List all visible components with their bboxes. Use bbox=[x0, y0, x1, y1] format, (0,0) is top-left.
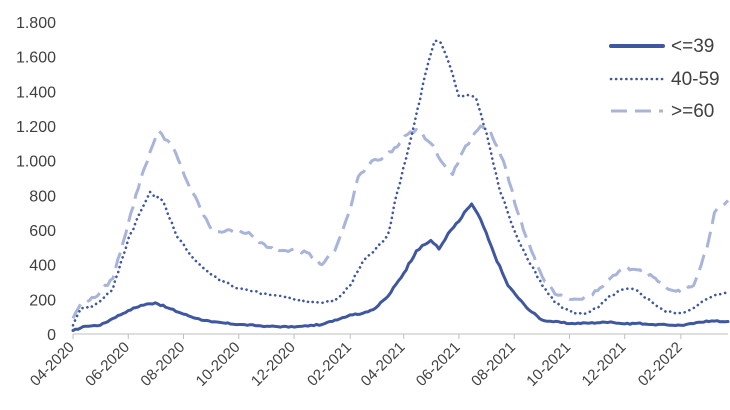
y-tick-label: 1.000 bbox=[16, 154, 56, 171]
series-line-le39 bbox=[71, 202, 730, 332]
legend-label: 40-59 bbox=[671, 69, 720, 90]
x-tick-label: 12-2021 bbox=[579, 339, 630, 390]
x-tick-label: 06-2021 bbox=[413, 339, 464, 390]
y-tick-label: 0 bbox=[47, 327, 56, 344]
y-tick-label: 1.200 bbox=[16, 119, 56, 136]
y-tick-label: 1.400 bbox=[16, 84, 56, 101]
series-layer bbox=[71, 39, 730, 332]
series-line-40-59 bbox=[71, 39, 730, 327]
x-tick-label: 04-2020 bbox=[27, 339, 78, 390]
x-tick-label: 10-2021 bbox=[523, 339, 574, 390]
legend-label: <=39 bbox=[671, 36, 714, 57]
x-axis: 04-2020 06-2020 08-2020 10-2020 12-2020 02-20… bbox=[27, 333, 728, 390]
y-tick-label: 800 bbox=[29, 188, 56, 205]
y-tick-label: 200 bbox=[29, 292, 56, 309]
x-tick-label: 04-2021 bbox=[358, 339, 409, 390]
x-tick-label: 08-2020 bbox=[137, 339, 188, 390]
x-tick-label: 06-2020 bbox=[82, 339, 133, 390]
series-line-ge60 bbox=[71, 124, 730, 320]
y-tick-label: 600 bbox=[29, 223, 56, 240]
legend-label: >=60 bbox=[671, 101, 714, 122]
y-tick-label: 1.600 bbox=[16, 50, 56, 67]
legend: <=39 40-59 >=60 bbox=[609, 36, 720, 122]
y-tick-label: 400 bbox=[29, 258, 56, 275]
y-axis: 0 200 400 600 800 1.000 1.200 1.400 1.600 1.800 bbox=[16, 15, 56, 344]
y-tick-label: 1.800 bbox=[16, 15, 56, 32]
x-tick-label: 10-2020 bbox=[193, 339, 244, 390]
x-tick-label: 02-2022 bbox=[635, 339, 686, 390]
x-tick-label: 08-2021 bbox=[468, 339, 519, 390]
x-tick-label: 02-2021 bbox=[304, 339, 355, 390]
x-tick-label: 12-2020 bbox=[248, 339, 299, 390]
